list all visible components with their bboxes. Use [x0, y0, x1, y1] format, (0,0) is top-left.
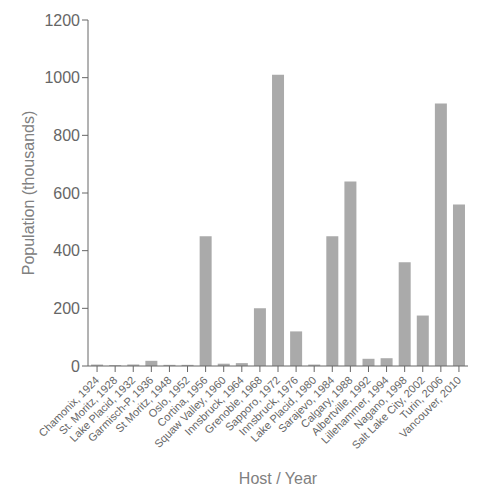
svg-text:Population (thousands): Population (thousands)	[20, 111, 37, 276]
svg-text:Salt Lake City, 2002: Salt Lake City, 2002	[349, 373, 427, 452]
svg-text:Sapporo, 1972: Sapporo, 1972	[222, 373, 283, 434]
svg-text:Squaw Valley, 1960: Squaw Valley, 1960	[151, 373, 228, 450]
svg-text:Albertville, 1992: Albertville, 1992	[308, 373, 373, 438]
svg-text:Host / Year: Host / Year	[239, 470, 318, 487]
svg-text:St. Moritz, 1928: St. Moritz, 1928	[56, 373, 120, 437]
svg-text:Oslo, 1952: Oslo, 1952	[145, 373, 192, 420]
svg-text:Grenoble, 1968: Grenoble, 1968	[202, 373, 265, 436]
svg-text:800: 800	[53, 127, 80, 144]
svg-text:600: 600	[53, 185, 80, 202]
svg-text:Cortina, 1956: Cortina, 1956	[154, 373, 210, 429]
svg-text:Innsbruck, 1964: Innsbruck, 1964	[182, 373, 247, 438]
svg-text:0: 0	[71, 358, 80, 375]
svg-text:Chamonix, 1924: Chamonix, 1924	[36, 373, 102, 439]
svg-text:1200: 1200	[44, 12, 80, 29]
svg-text:200: 200	[53, 300, 80, 317]
svg-text:Garmisch-P, 1936: Garmisch-P, 1936	[85, 373, 156, 444]
svg-text:Turin, 2006: Turin, 2006	[397, 373, 446, 422]
svg-text:Nagano, 1998: Nagano, 1998	[351, 373, 409, 432]
svg-text:1000: 1000	[44, 69, 80, 86]
svg-text:Calgary, 1988: Calgary, 1988	[298, 373, 355, 431]
svg-text:Sarajevo, 1984: Sarajevo, 1984	[275, 373, 337, 435]
svg-text:400: 400	[53, 242, 80, 259]
svg-text:Lake Placid, 1932: Lake Placid, 1932	[67, 373, 138, 445]
svg-text:St Moritz, 1948: St Moritz, 1948	[112, 373, 174, 435]
svg-text:Lake Placid, 1980: Lake Placid, 1980	[248, 373, 319, 445]
svg-text:Vancouver, 2010: Vancouver, 2010	[397, 374, 463, 440]
svg-text:Innsbruck, 1976: Innsbruck, 1976	[236, 373, 301, 438]
svg-text:Lillehammer, 1994: Lillehammer, 1994	[318, 373, 391, 446]
